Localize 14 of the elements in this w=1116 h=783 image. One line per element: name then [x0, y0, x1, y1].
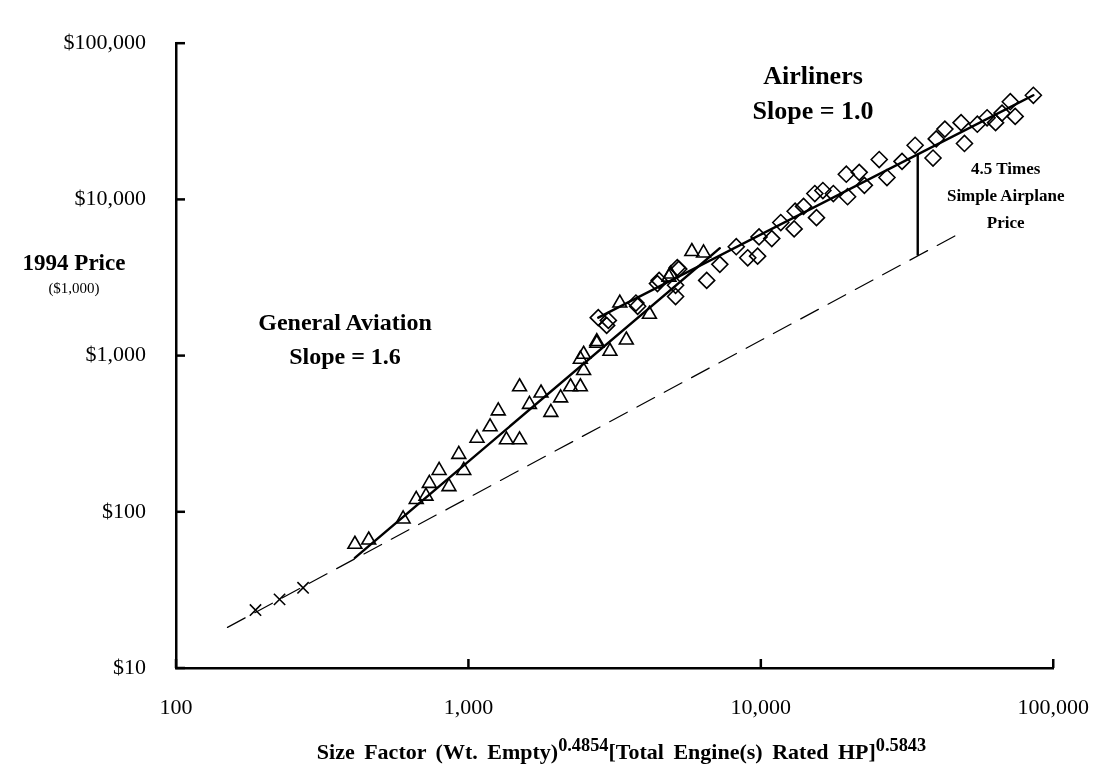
x-axis-title: Size Factor (Wt. Empty)$^{0.4854}$[Total Engine(s) Rated HP]$^{0.5843}$ [315, 735, 928, 766]
y-tick-label: $10,000 [74, 185, 146, 211]
x-tick-label: 100,000 [1017, 693, 1089, 719]
y-tick-label: $100,000 [63, 28, 146, 54]
annotation: Airliners Slope = 1.0 [752, 61, 874, 126]
x-tick-label: 1,000 [443, 693, 494, 719]
y-tick-label: $100 [102, 497, 146, 523]
annotation: General Aviation Slope = 1.6 [258, 309, 432, 370]
y-tick-label: $10 [113, 653, 146, 679]
annotation: 4.5 Times Simple Airplane Price [946, 159, 1065, 233]
y-tick-label: $1,000 [85, 341, 146, 367]
y-axis-title: 1994 Price ($1,000) [21, 250, 127, 297]
x-tick-label: 10,000 [730, 693, 792, 719]
x-tick-label: 100 [159, 693, 193, 719]
